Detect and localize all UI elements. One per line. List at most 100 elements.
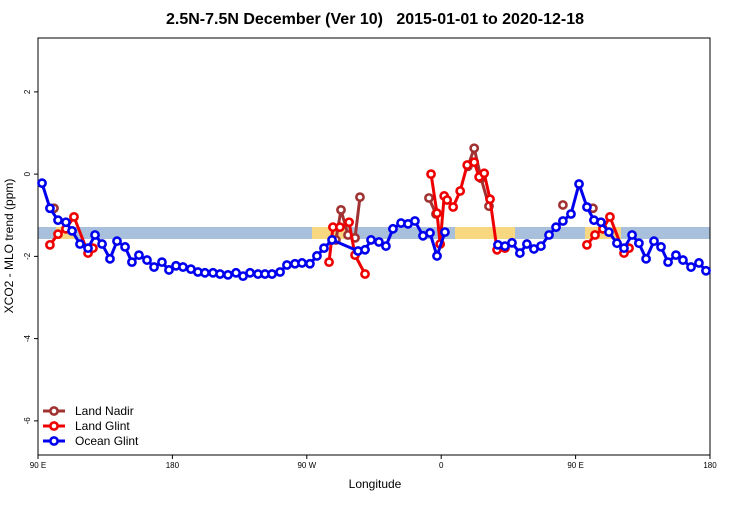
series-marker	[514, 248, 525, 258]
series-marker	[649, 236, 659, 247]
series-marker	[178, 262, 188, 272]
series-marker	[612, 238, 622, 249]
series-marker	[558, 216, 568, 226]
chart-title: 2.5N-7.5N December (Ver 10) 2015-01-01 t…	[166, 11, 584, 28]
y-tick-label: -4	[23, 335, 32, 343]
series-marker	[574, 179, 584, 189]
series-marker	[694, 258, 704, 268]
series-marker	[360, 269, 370, 279]
series-marker	[200, 267, 210, 278]
y-tick-label: 0	[23, 171, 32, 176]
series-marker	[297, 258, 307, 268]
x-tick-label: 180	[166, 461, 180, 470]
x-tick-label: 90 W	[297, 461, 316, 470]
series-marker	[627, 230, 637, 240]
series-marker	[215, 269, 225, 279]
series-marker	[701, 265, 711, 276]
legend-label: Land Nadir	[75, 404, 134, 418]
series-marker	[410, 216, 420, 226]
series-marker	[634, 238, 644, 249]
series-marker	[469, 143, 480, 154]
legend-label: Ocean Glint	[75, 434, 139, 448]
series-marker	[134, 250, 144, 261]
band-highlight	[455, 227, 515, 239]
series-marker	[127, 257, 137, 268]
series-marker	[344, 217, 354, 228]
series-marker	[324, 257, 334, 268]
series-marker	[275, 267, 285, 277]
series-marker	[327, 235, 337, 245]
legend-marker	[49, 436, 59, 446]
series-marker	[442, 195, 453, 205]
y-tick-label: -2	[23, 252, 32, 260]
series-marker	[485, 194, 495, 205]
plot-frame	[37, 37, 711, 456]
series-marker	[120, 242, 130, 252]
series-marker	[686, 262, 696, 272]
series-marker	[604, 227, 614, 238]
series-marker	[388, 223, 398, 234]
series-marker	[267, 269, 277, 279]
series-marker	[663, 257, 673, 268]
series-marker	[656, 242, 666, 252]
band	[38, 227, 710, 239]
series-marker	[544, 230, 554, 240]
series-marker	[619, 243, 629, 254]
series-marker	[424, 193, 434, 203]
y-tick-label: -6	[23, 417, 32, 425]
series-marker	[426, 169, 436, 180]
legend-label: Land Glint	[75, 419, 130, 433]
x-tick-label: 90 E	[567, 461, 583, 470]
series-marker	[551, 222, 561, 233]
series-marker	[374, 237, 384, 247]
series-marker	[432, 208, 442, 219]
series-marker	[582, 202, 592, 212]
series-marker	[360, 244, 370, 255]
series-marker	[440, 227, 450, 238]
x-axis-label: Longitude	[349, 477, 402, 491]
series-marker	[641, 253, 651, 264]
series-marker	[448, 202, 459, 212]
series-marker	[45, 203, 55, 214]
series-marker	[305, 258, 315, 269]
x-tick-label: 180	[703, 461, 717, 470]
series-marker	[164, 265, 174, 275]
series-marker	[335, 222, 345, 233]
series-marker	[97, 239, 107, 249]
y-tick-label: 2	[23, 89, 32, 94]
series-marker	[142, 255, 152, 265]
series-marker	[596, 217, 606, 228]
series-marker	[90, 230, 100, 240]
legend-marker	[49, 406, 59, 416]
series-marker	[432, 251, 442, 261]
series-marker	[53, 215, 63, 226]
series-marker	[605, 211, 615, 222]
series-marker	[319, 243, 329, 254]
series-marker	[381, 241, 391, 251]
series-marker	[75, 239, 85, 249]
series-marker	[469, 157, 480, 168]
legend-marker	[49, 421, 59, 431]
series-marker	[425, 228, 435, 238]
series-marker	[53, 229, 63, 240]
reference-band	[38, 227, 710, 239]
series-marker	[678, 255, 688, 265]
series-marker	[582, 239, 592, 250]
series-marker	[282, 260, 292, 270]
y-axis-label: XCO2 - MLO trend (ppm)	[2, 179, 16, 314]
series-marker	[507, 237, 517, 248]
series-marker	[590, 230, 600, 240]
series-marker	[105, 253, 115, 264]
series-marker	[112, 236, 122, 247]
x-tick-label: 0	[439, 461, 444, 470]
series-marker	[69, 211, 79, 222]
series-marker	[366, 235, 376, 245]
series-marker	[558, 200, 568, 210]
series-marker	[83, 243, 93, 254]
series-marker	[45, 239, 55, 250]
series-marker	[67, 225, 77, 236]
series-marker	[455, 186, 466, 196]
series-marker	[566, 209, 576, 219]
series-marker	[245, 267, 255, 278]
series-marker	[149, 262, 159, 272]
